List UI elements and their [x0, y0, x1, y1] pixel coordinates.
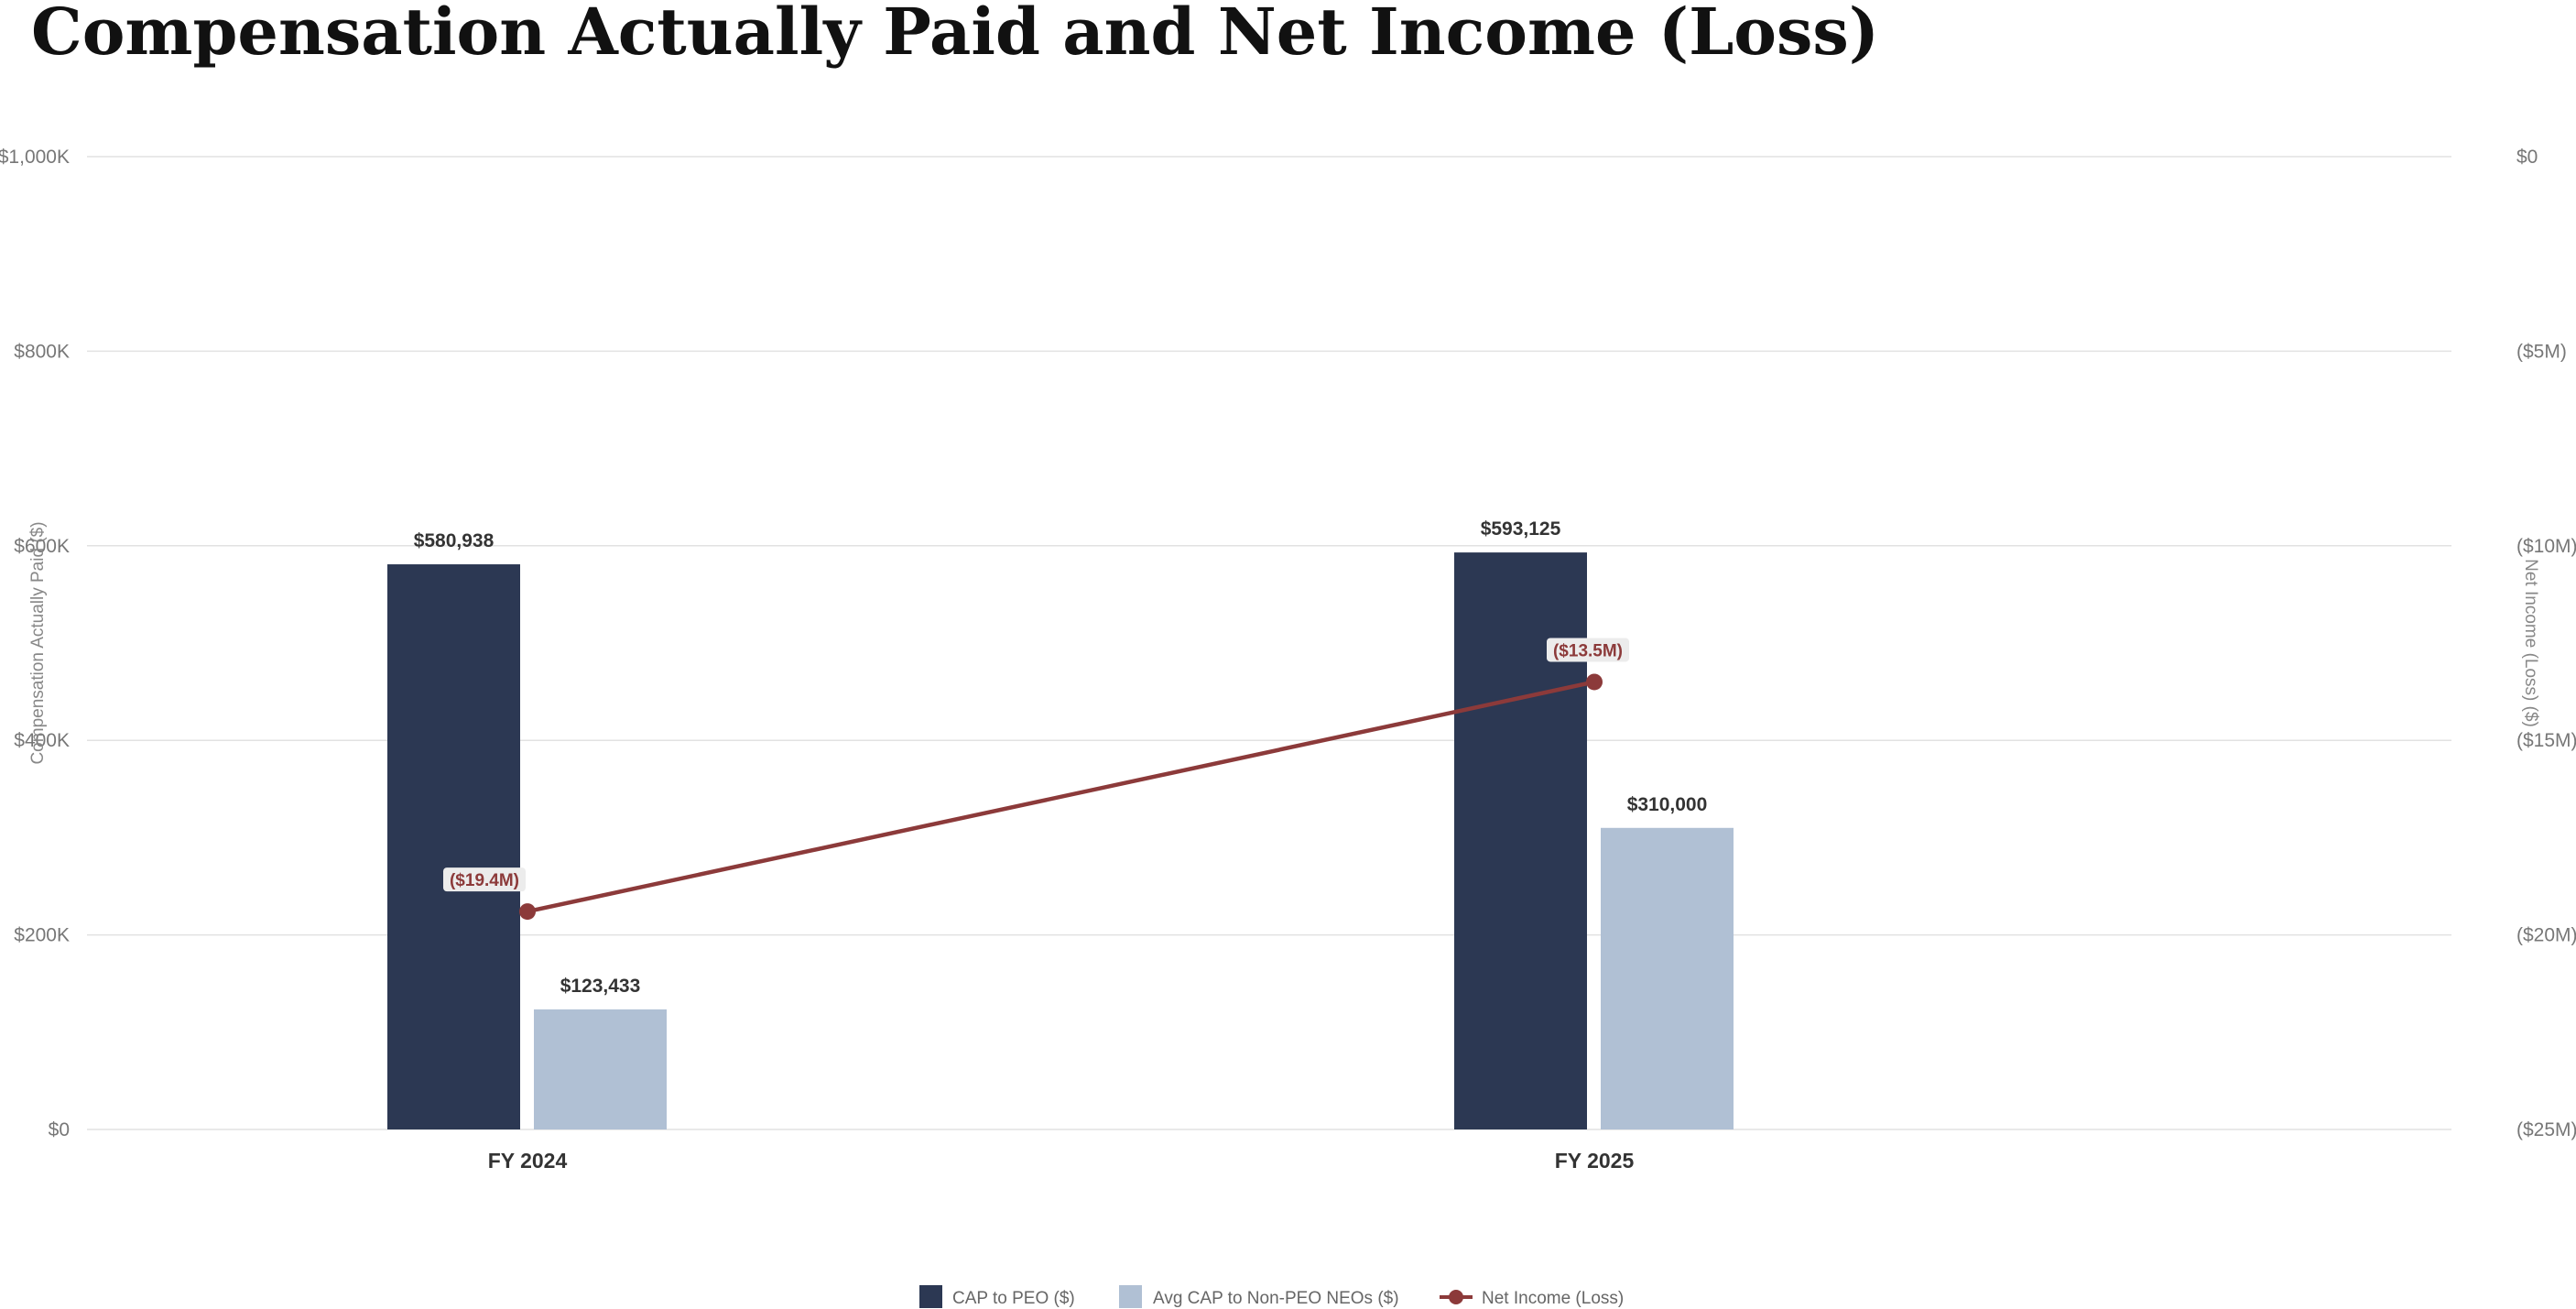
right-tick-label: ($25M)	[2516, 1119, 2576, 1140]
net-income-point	[1586, 673, 1603, 691]
legend-label-net-income: Net Income (Loss)	[1482, 1289, 1624, 1308]
left-axis-ticks: $0 $200K $400K $600K $800K $1,000K	[0, 147, 70, 1140]
right-axis-ticks: ($25M) ($20M) ($15M) ($10M) ($5M) $0	[2516, 147, 2576, 1140]
net-income-line: ($19.4M) ($13.5M)	[443, 638, 1629, 921]
legend-label-cap-peo: CAP to PEO ($)	[952, 1289, 1075, 1308]
bar	[534, 1009, 667, 1129]
right-tick-label: ($20M)	[2516, 925, 2576, 946]
left-tick-label: $0	[49, 1119, 70, 1140]
right-tick-label: ($5M)	[2516, 341, 2567, 362]
left-tick-label: $1,000K	[0, 147, 70, 168]
bar	[387, 564, 520, 1129]
legend: CAP to PEO ($) Avg CAP to Non-PEO NEOs ($…	[919, 1285, 1624, 1308]
net-income-label-bg	[1547, 638, 1629, 662]
net-income-data-label: ($19.4M)	[450, 871, 519, 890]
net-income-point	[519, 903, 536, 921]
bar	[1601, 827, 1734, 1129]
legend-swatch-net-income-dot	[1449, 1290, 1463, 1304]
legend-swatch-cap-peo	[919, 1285, 942, 1308]
bar-data-label: $123,433	[560, 976, 641, 997]
right-tick-label: $0	[2516, 147, 2538, 168]
legend-swatch-avg-cap	[1119, 1285, 1142, 1308]
left-tick-label: $400K	[14, 730, 70, 751]
left-axis-title: Compensation Actually Paid ($)	[28, 521, 48, 764]
legend-label-avg-cap: Avg CAP to Non-PEO NEOs ($)	[1153, 1289, 1399, 1308]
left-tick-label: $600K	[14, 536, 70, 557]
bar-data-label: $580,938	[414, 530, 495, 551]
bar-data-label: $593,125	[1481, 518, 1561, 540]
net-income-label-bg	[443, 867, 526, 892]
right-tick-label: ($10M)	[2516, 536, 2576, 557]
net-income-line-path	[527, 680, 1595, 914]
right-axis-title: Net Income (Loss) ($)	[2521, 559, 2540, 727]
bar-data-label: $310,000	[1627, 794, 1708, 815]
bars: $580,938 $123,433 $593,125 $310,000	[387, 518, 1734, 1129]
chart-title: Compensation Actually Paid and Net Incom…	[31, 0, 1879, 70]
left-tick-label: $200K	[14, 925, 70, 946]
category-labels: FY 2024 FY 2025	[488, 1149, 1635, 1173]
left-tick-label: $800K	[14, 341, 70, 362]
net-income-data-label: ($13.5M)	[1553, 641, 1623, 660]
category-label: FY 2025	[1555, 1149, 1635, 1173]
category-label: FY 2024	[488, 1149, 568, 1173]
right-tick-label: ($15M)	[2516, 730, 2576, 751]
